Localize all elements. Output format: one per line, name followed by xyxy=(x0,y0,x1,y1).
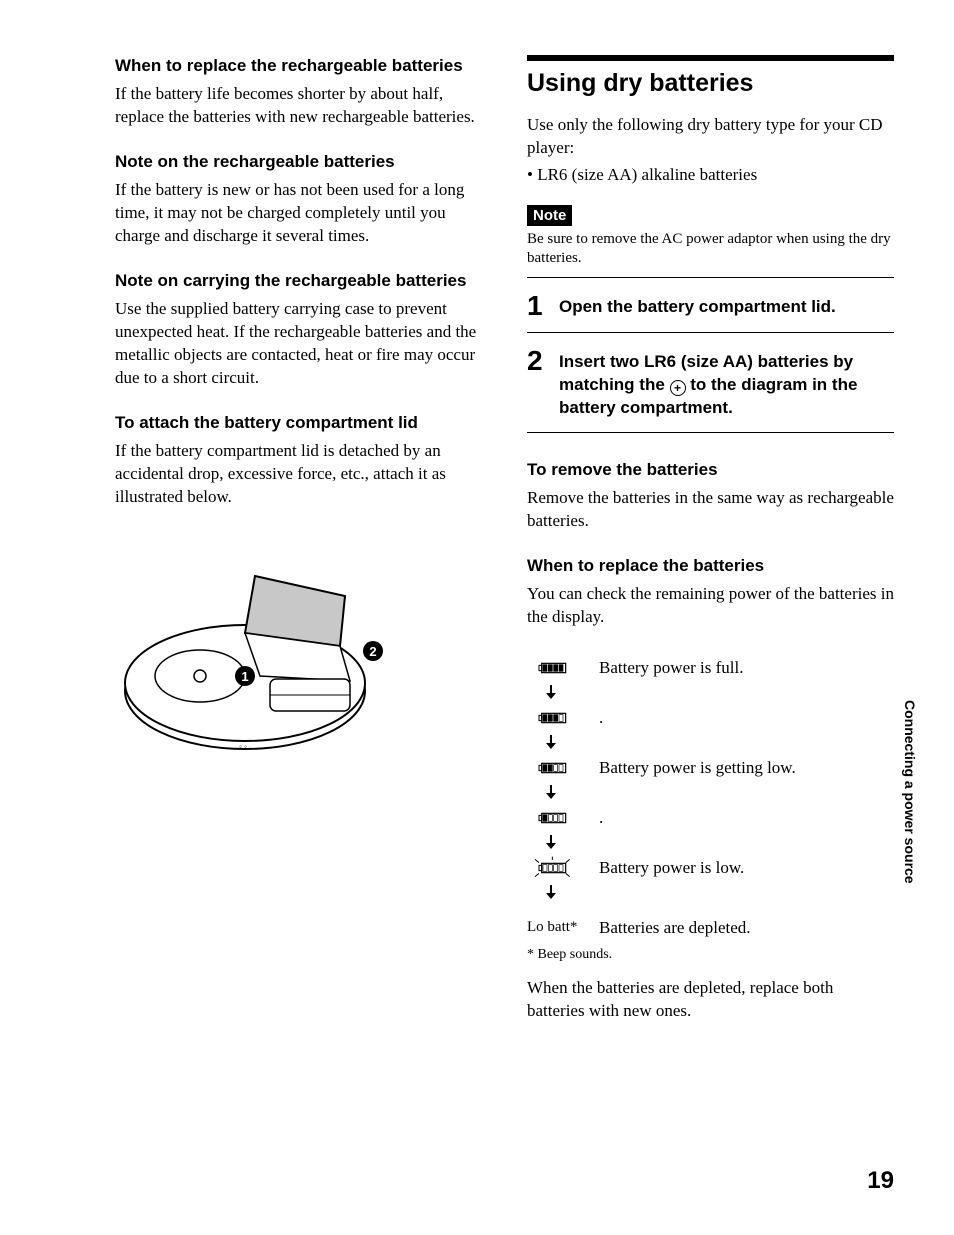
heading-attach-lid: To attach the battery compartment lid xyxy=(115,412,482,434)
body-remove: Remove the batteries in the same way as … xyxy=(527,487,894,533)
body-attach-lid: If the battery compartment lid is detach… xyxy=(115,440,482,509)
arrow-down-icon xyxy=(545,885,557,899)
arrow-down xyxy=(527,835,581,851)
arrow-down xyxy=(527,885,581,901)
section-rule xyxy=(527,55,894,61)
step-1-text: Open the battery compartment lid. xyxy=(559,292,836,320)
closing-text: When the batteries are depleted, replace… xyxy=(527,977,894,1023)
right-column: Using dry batteries Use only the followi… xyxy=(527,55,894,1022)
bullet-lr6: • LR6 (size AA) alkaline batteries xyxy=(527,164,894,187)
step-2-text: Insert two LR6 (size AA) batteries by ma… xyxy=(559,347,894,420)
arrow-down xyxy=(527,735,581,751)
battery-icon xyxy=(527,756,579,780)
lo-batt-label: Batteries are depleted. xyxy=(599,918,751,938)
divider-1 xyxy=(527,277,894,278)
battery-icon xyxy=(527,856,579,880)
arrow-down xyxy=(527,785,581,801)
step-1: 1 Open the battery compartment lid. xyxy=(527,292,894,320)
cd-player-diagram: 1 2 ◦ ◦ xyxy=(115,541,425,766)
intro-text: Use only the following dry battery type … xyxy=(527,114,894,160)
body-replace-rechargeable: If the battery life becomes shorter by a… xyxy=(115,83,482,129)
page-number: 19 xyxy=(867,1167,894,1195)
battery-state-label: Battery power is full. xyxy=(599,658,743,678)
battery-icon xyxy=(527,706,579,730)
left-column: When to replace the rechargeable batteri… xyxy=(115,55,482,1022)
step-2: 2 Insert two LR6 (size AA) batteries by … xyxy=(527,347,894,420)
heading-note-rechargeable: Note on the rechargeable batteries xyxy=(115,151,482,173)
body-carrying: Use the supplied battery carrying case t… xyxy=(115,298,482,390)
heading-carrying: Note on carrying the rechargeable batter… xyxy=(115,270,482,292)
plus-icon: + xyxy=(670,380,686,396)
lo-batt-text: Lo batt* xyxy=(527,919,581,936)
note-badge: Note xyxy=(527,205,572,226)
side-tab-label: Connecting a power source xyxy=(902,700,918,884)
heading-remove: To remove the batteries xyxy=(527,459,894,481)
step-1-number: 1 xyxy=(527,292,549,320)
svg-text:◦ ◦: ◦ ◦ xyxy=(239,742,247,751)
arrow-down xyxy=(527,685,581,701)
arrow-down-icon xyxy=(545,685,557,699)
step-2-number: 2 xyxy=(527,347,549,420)
heading-when-replace: When to replace the batteries xyxy=(527,555,894,577)
battery-state-row: Battery power is getting low. xyxy=(527,751,894,785)
battery-state-row: . xyxy=(527,801,894,835)
battery-icon xyxy=(527,656,579,680)
lo-batt-row: Lo batt* Batteries are depleted. xyxy=(527,911,894,945)
heading-replace-rechargeable: When to replace the rechargeable batteri… xyxy=(115,55,482,77)
arrow-down-icon xyxy=(545,835,557,849)
callout-1: 1 xyxy=(241,669,248,684)
callout-2: 2 xyxy=(369,644,376,659)
battery-state-label: . xyxy=(599,708,603,728)
battery-state-row: Battery power is low. xyxy=(527,851,894,885)
title-dry-batteries: Using dry batteries xyxy=(527,69,894,98)
arrow-down-icon xyxy=(545,785,557,799)
divider-3 xyxy=(527,432,894,433)
battery-state-label: Battery power is low. xyxy=(599,858,744,878)
arrow-down-icon xyxy=(545,735,557,749)
battery-state-table: Battery power is full. . Battery power i… xyxy=(527,651,894,901)
note-body: Be sure to remove the AC power adaptor w… xyxy=(527,230,894,269)
battery-state-label: . xyxy=(599,808,603,828)
battery-icon xyxy=(527,806,579,830)
battery-state-row: . xyxy=(527,701,894,735)
beep-footnote: * Beep sounds. xyxy=(527,947,894,963)
body-when-replace: You can check the remaining power of the… xyxy=(527,583,894,629)
battery-state-label: Battery power is getting low. xyxy=(599,758,796,778)
battery-state-row: Battery power is full. xyxy=(527,651,894,685)
body-note-rechargeable: If the battery is new or has not been us… xyxy=(115,179,482,248)
divider-2 xyxy=(527,332,894,333)
